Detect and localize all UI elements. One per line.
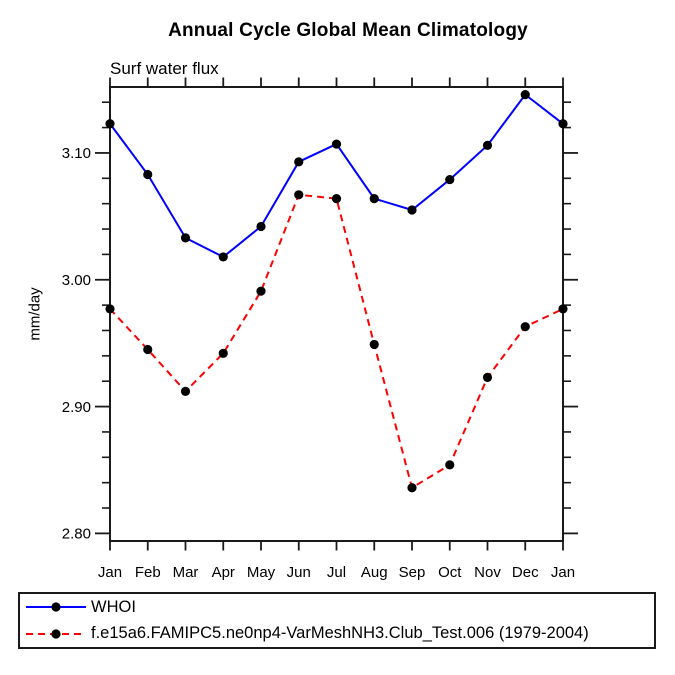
series-1-marker — [445, 460, 455, 470]
series-0-marker — [520, 90, 530, 100]
x-tick-label: Aug — [361, 564, 388, 581]
x-tick-label: Jun — [287, 564, 311, 581]
series-0-marker — [105, 119, 115, 129]
series-0-marker — [256, 221, 266, 232]
y-tick-label: 2.90 — [62, 399, 91, 416]
legend: WHOI f.e15a6.FAMIPC5.ne0np4-VarMeshNH3.C… — [18, 592, 656, 649]
x-tick-label: Dec — [512, 564, 539, 581]
legend-entry-whoi: WHOI — [20, 594, 654, 620]
plot-border — [109, 86, 564, 542]
series-1-marker — [294, 190, 304, 200]
x-tick-label: Sep — [399, 564, 426, 581]
y-tick-label: 3.10 — [62, 145, 91, 162]
y-tick-label: 2.80 — [62, 526, 91, 543]
chart-title: Annual Cycle Global Mean Climatology — [168, 20, 528, 41]
series-0-marker — [180, 233, 191, 243]
series-1-marker — [558, 304, 568, 314]
series-0-marker — [294, 157, 304, 167]
legend-label-whoi: WHOI — [91, 597, 136, 616]
series-1-marker — [256, 286, 266, 296]
legend-swatch-solid-line-icon — [26, 602, 86, 612]
x-tick-label: Mar — [173, 564, 199, 581]
x-tick-label: Nov — [474, 564, 501, 581]
series-0-marker — [331, 139, 342, 149]
chart-subtitle: Surf water flux — [110, 59, 219, 78]
legend-swatch-dashed-line-icon — [26, 629, 86, 639]
series-1-marker — [105, 304, 115, 314]
series-1-marker — [180, 386, 191, 396]
series-0-marker — [218, 252, 228, 262]
legend-entry-model: f.e15a6.FAMIPC5.ne0np4-VarMeshNH3.Club_T… — [20, 621, 654, 647]
x-tick-label: Oct — [438, 564, 462, 581]
series-1-marker — [218, 348, 228, 358]
x-tick-label: Jan — [98, 564, 122, 581]
series-1-marker — [520, 322, 530, 332]
series-0-marker — [407, 205, 417, 215]
x-tick-label: Jan — [551, 564, 575, 581]
x-tick-label: May — [247, 564, 276, 581]
series-1-marker — [369, 339, 379, 350]
series-0-marker — [369, 193, 379, 204]
series-1-marker — [143, 344, 153, 355]
x-tick-label: Apr — [212, 564, 235, 581]
series-1-marker — [331, 193, 342, 204]
legend-label-model: f.e15a6.FAMIPC5.ne0np4-VarMeshNH3.Club_T… — [91, 624, 589, 643]
series-0-line — [109, 93, 564, 259]
x-tick-label: Jul — [327, 564, 346, 581]
series-0-marker — [143, 169, 153, 180]
series-1-marker — [407, 483, 417, 493]
series-0-marker — [558, 119, 568, 129]
series-0-marker — [445, 174, 455, 185]
series-1-marker — [482, 372, 493, 383]
x-tick-label: Feb — [135, 564, 161, 581]
series-1-line — [109, 193, 564, 490]
y-tick-label: 3.00 — [62, 272, 91, 289]
series-0-marker — [482, 140, 493, 150]
